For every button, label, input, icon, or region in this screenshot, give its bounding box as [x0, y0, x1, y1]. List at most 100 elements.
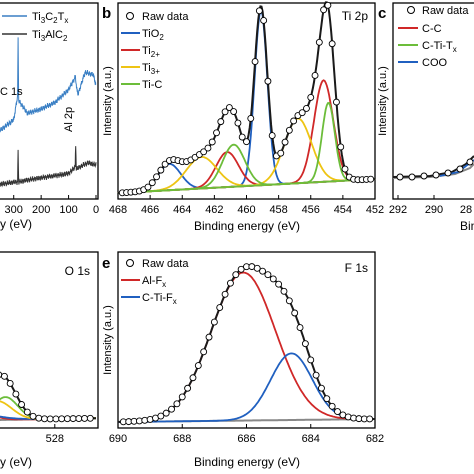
annotation-al2p: Al 2p [63, 107, 75, 132]
panel-d-raw-data-point [58, 415, 66, 423]
legend-label-tio2: TiO2 [142, 28, 164, 42]
panel-a-xlabel-fragment: y (eV) [0, 217, 32, 231]
panel-d-title: O 1s [65, 264, 90, 278]
panel-a-frame [0, 2, 99, 200]
panel-e-raw-data-point [232, 271, 240, 279]
panel-d-x-tick-label: 528 [46, 433, 64, 445]
legend-label-raw-data: Raw data [142, 11, 189, 23]
panel-e-ylabel: Intensity (a.u.) [102, 305, 114, 375]
panel-b-legend: Raw data TiO2 Ti2+ Ti3+ Ti-C [121, 11, 189, 91]
panel-e-raw-data-point [194, 362, 202, 369]
panel-d-raw-data-point [86, 414, 94, 422]
panel-e-raw-data-point [205, 333, 213, 341]
panel-b-raw-data-point [208, 138, 216, 146]
panel-b-raw-data-point [213, 129, 220, 137]
panel-c-ylabel: Intensity (a.u.) [377, 66, 389, 136]
panel-b-raw-data-point [251, 58, 259, 65]
panel-b-raw-data-point [204, 144, 212, 152]
panel-b-raw-data-point [320, 6, 328, 14]
panel-b-raw-data-point [337, 143, 345, 151]
panel-b-ylabel: Intensity (a.u.) [102, 66, 114, 136]
panel-a: 300 200 100 0 Ti3C2Tx Ti3AlC2 C 1s Al 2p y … [0, 2, 99, 231]
panel-d-raw-data-point [81, 414, 89, 422]
panel-e-x-tick-label: 688 [173, 433, 191, 445]
panel-d-raw-data-point [18, 401, 26, 408]
legend-label-raw-data-e: Raw data [142, 258, 189, 270]
panel-b-raw-data-point [230, 108, 238, 115]
panel-e-letter: e [102, 255, 110, 272]
panel-d-raw-data-point [52, 415, 60, 423]
panel-a-x-tick-label: 200 [32, 204, 50, 216]
panel-b-raw-data-point [161, 160, 169, 168]
panel-b-x-tick-label: 466 [141, 204, 159, 216]
panel-b-raw-data-point [277, 149, 285, 157]
panel-e-title: F 1s [345, 261, 368, 275]
panel-c-x-tick-label: 290 [425, 204, 443, 216]
panel-e-raw-data-point [275, 280, 283, 288]
panel-e-raw-data-point [269, 275, 277, 283]
panel-b-raw-data-point [247, 114, 255, 122]
panel-b-raw-data-point [328, 40, 336, 48]
panel-c-raw-data-point [444, 169, 452, 177]
panel-b-raw-data-point [255, 7, 263, 15]
panel-e-x-tick-label: 684 [302, 433, 320, 445]
panel-c-raw-data-point [420, 172, 428, 180]
panel-d-raw-data-point [6, 379, 14, 387]
panel-d-raw-data-point [35, 414, 43, 422]
panel-e-raw-data-point [184, 384, 192, 392]
legend-label-alfx: Al-Fx [142, 275, 166, 289]
panel-e-raw-data-point [200, 348, 208, 356]
panel-a-x-tick-label: 0 [93, 204, 99, 216]
panel-d-raw-data-point [75, 415, 83, 422]
panel-e-raw-data-point [173, 400, 181, 408]
panel-b-raw-data-point [285, 126, 293, 134]
panel-e-raw-data-point [334, 408, 341, 416]
panel-e-raw-data-point [162, 409, 170, 417]
panel-d-raw-data-point [63, 415, 71, 423]
panel-b-raw-data-point [221, 108, 229, 116]
panel-d-xlabel-fragment: y (eV) [0, 455, 32, 469]
panel-e-raw-data-point [210, 318, 218, 326]
panel-b-raw-data-point [144, 183, 152, 191]
panel-d-raw-data-point [69, 415, 77, 423]
panel-e-raw-data-point [189, 374, 197, 382]
panel-b-raw-data-point [243, 138, 250, 146]
panel-e-raw-data-point [366, 415, 374, 423]
legend-label-raw-data-c: Raw data [422, 5, 469, 17]
panel-c: c Intensity (a.u.) 292 290 28 Raw data C-C… [377, 2, 474, 233]
panel-e-raw-data-point [307, 356, 315, 364]
panel-e-raw-data-point [291, 309, 299, 317]
panel-b-title: Ti 2p [342, 9, 369, 23]
legend-label-coo: COO [422, 57, 448, 69]
series-line-1 [0, 146, 97, 188]
panel-e-raw-data-point [296, 324, 304, 332]
panel-b-raw-data-point [157, 166, 165, 174]
panel-e-raw-data-point [264, 271, 272, 279]
panel-b-x-tick-label: 454 [334, 204, 352, 216]
panel-b-raw-data-point [268, 132, 276, 140]
panel-e-raw-data-point [221, 290, 229, 298]
legend-label-ti2: Ti2+ [142, 45, 160, 59]
panel-e-raw-data-point [226, 279, 234, 287]
panel-b-raw-data-point [333, 98, 340, 106]
panel-b-x-tick-label: 468 [109, 204, 127, 216]
panel-c-raw-data-point [408, 173, 416, 181]
panel-e-raw-data-point [285, 297, 293, 305]
panel-b-raw-data-point [264, 77, 272, 85]
panel-a-x-tick-label: 300 [5, 204, 23, 216]
panel-e-raw-data-point [237, 265, 245, 273]
panel-b-letter: b [102, 5, 111, 22]
panel-c-x-tick-label: 292 [389, 204, 407, 216]
panel-b-raw-data-point [234, 119, 242, 127]
panel-e-raw-data-point [323, 395, 331, 403]
annotation-c1s: C 1s [0, 86, 23, 98]
legend-marker-raw-data [126, 12, 134, 20]
panel-b-raw-data-point [281, 138, 289, 146]
panel-b-raw-data-point [324, 1, 332, 9]
panel-e-raw-data-point [301, 340, 309, 348]
panel-b-raw-data-point [238, 133, 246, 141]
legend-label-cc: C-C [422, 23, 442, 35]
panel-b-component-7 [117, 143, 376, 194]
panel-d-frame [0, 251, 99, 429]
